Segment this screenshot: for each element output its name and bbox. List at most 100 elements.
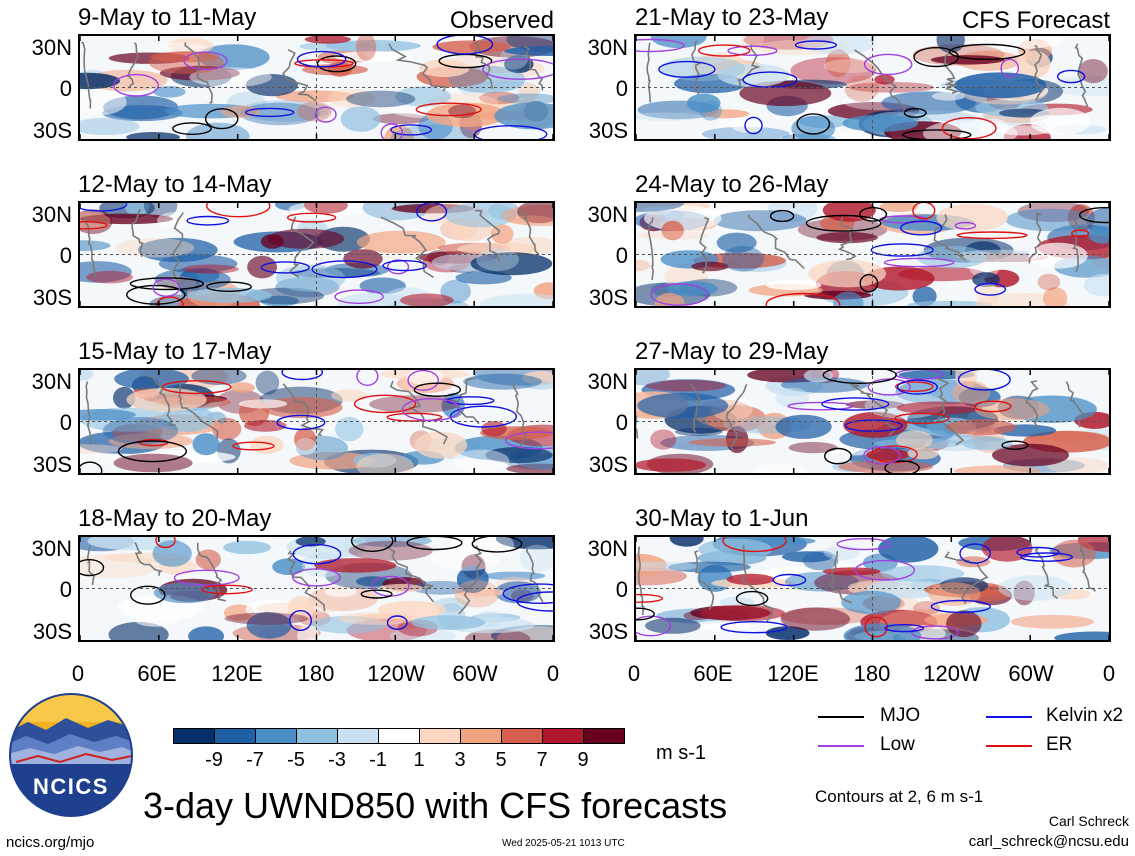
wind-anomaly-blob <box>505 215 553 225</box>
wave-contour <box>502 583 553 604</box>
lat-label: 30N <box>31 536 72 561</box>
lon-label: 60W <box>452 661 498 686</box>
wind-anomaly-blob <box>102 417 179 445</box>
wave-contour <box>482 58 553 80</box>
coastline <box>1071 217 1080 273</box>
wave-contour <box>80 559 105 577</box>
wave-contour <box>186 215 230 226</box>
wind-anomaly-blob <box>1010 614 1094 629</box>
wind-anomaly-blob <box>187 287 273 303</box>
wave-contour <box>1020 552 1073 562</box>
map-panel <box>78 34 555 141</box>
wave-contour <box>697 44 751 57</box>
wind-anomaly-blob <box>454 579 500 608</box>
wave-contour <box>871 445 919 464</box>
wave-contour <box>474 125 548 139</box>
wave-contour <box>80 203 128 212</box>
wave-contour <box>836 537 892 551</box>
wind-anomaly-blob <box>930 55 1005 65</box>
lat-label: 30S <box>32 619 72 644</box>
wave-contour <box>805 214 882 232</box>
wind-anomaly-blob <box>343 537 366 558</box>
wave-contour <box>360 589 393 599</box>
wave-contour <box>356 370 379 386</box>
wind-anomaly-blob <box>168 37 214 54</box>
lat-label: 0 <box>615 410 628 435</box>
wave-contour <box>765 292 841 306</box>
wind-anomaly-blob <box>429 547 501 571</box>
wave-contour <box>156 296 184 306</box>
wave-contour <box>387 259 410 275</box>
wind-anomaly-blob <box>797 611 881 620</box>
wind-anomaly-blob <box>954 465 1040 473</box>
wave-contour <box>894 412 950 425</box>
wind-anomaly-blob <box>522 371 553 385</box>
coastline <box>1025 380 1039 427</box>
lon-label: 180 <box>853 661 891 686</box>
colorbar-tick-label: -5 <box>287 749 305 771</box>
wind-anomaly-blob <box>260 295 299 306</box>
wind-anomaly-blob <box>80 409 136 421</box>
coastline <box>747 214 805 270</box>
lat-label: 30S <box>588 619 628 644</box>
wave-contour <box>636 615 672 637</box>
wind-anomaly-blob <box>701 126 790 139</box>
wind-anomaly-blob <box>419 59 470 78</box>
footer-url[interactable]: ncics.org/mjo <box>6 834 95 851</box>
wind-anomaly-blob <box>126 132 181 139</box>
wave-contour <box>794 40 838 50</box>
wind-anomaly-blob <box>636 561 699 572</box>
wind-anomaly-blob <box>1078 59 1108 84</box>
wind-anomaly-blob <box>699 605 785 622</box>
lon-label: 60E <box>137 661 177 686</box>
wave-contour <box>406 537 463 551</box>
wave-contour <box>910 625 959 640</box>
map-panel <box>634 34 1111 141</box>
wave-contour <box>844 419 903 433</box>
wave-contour <box>954 221 977 230</box>
wave-contour <box>956 231 1028 240</box>
wave-contour <box>415 102 482 117</box>
wind-anomaly-blob <box>912 286 937 306</box>
coastline <box>699 216 710 274</box>
wind-anomaly-blob <box>523 381 553 390</box>
wind-anomaly-blob <box>148 51 224 75</box>
coastline <box>1074 43 1089 108</box>
panel-title-obs-3: 15-May to 17-May <box>78 338 272 365</box>
wave-contour <box>334 289 384 304</box>
wind-anomaly-blob <box>479 293 553 306</box>
wave-contour <box>959 543 991 564</box>
wind-anomaly-blob <box>775 387 810 409</box>
wind-anomaly-blob <box>1016 50 1051 79</box>
map-panel <box>634 368 1111 475</box>
colorbar-tick-label: -7 <box>246 749 264 771</box>
lat-label: 30S <box>32 452 72 477</box>
wind-anomaly-blob <box>788 442 838 454</box>
lat-label: 30S <box>32 118 72 143</box>
wind-anomaly-blob <box>822 567 881 576</box>
lat-label: 30N <box>31 369 72 394</box>
wind-anomaly-blob <box>245 74 298 97</box>
lat-label: 0 <box>615 76 628 101</box>
colorbar-tick-label: 1 <box>413 749 425 771</box>
coastline <box>1028 212 1042 264</box>
wind-anomaly-blob <box>244 419 287 432</box>
ncics-logo[interactable]: NCICS <box>8 692 134 818</box>
legend-label-er: ER <box>1046 734 1073 755</box>
panel-title-fc-3: 27-May to 29-May <box>635 338 829 365</box>
wind-anomaly-blob <box>1047 457 1109 473</box>
wind-anomaly-blob <box>775 414 832 439</box>
lon-label: 0 <box>71 661 85 686</box>
footer-author: Carl Schreck <box>1048 813 1129 829</box>
wind-anomaly-blob <box>411 615 486 630</box>
footer-email[interactable]: carl_schreck@ncsu.edu <box>968 833 1129 850</box>
lon-label: 60W <box>1008 661 1054 686</box>
wave-contour <box>80 221 108 230</box>
wind-anomaly-blob <box>314 558 397 573</box>
wave-contour <box>903 107 927 118</box>
wind-anomaly-blob <box>519 544 553 573</box>
wind-anomaly-blob <box>688 438 777 447</box>
wind-anomaly-blob <box>80 444 123 454</box>
wind-anomaly-blob <box>255 602 342 615</box>
wave-contour <box>1056 69 1086 84</box>
